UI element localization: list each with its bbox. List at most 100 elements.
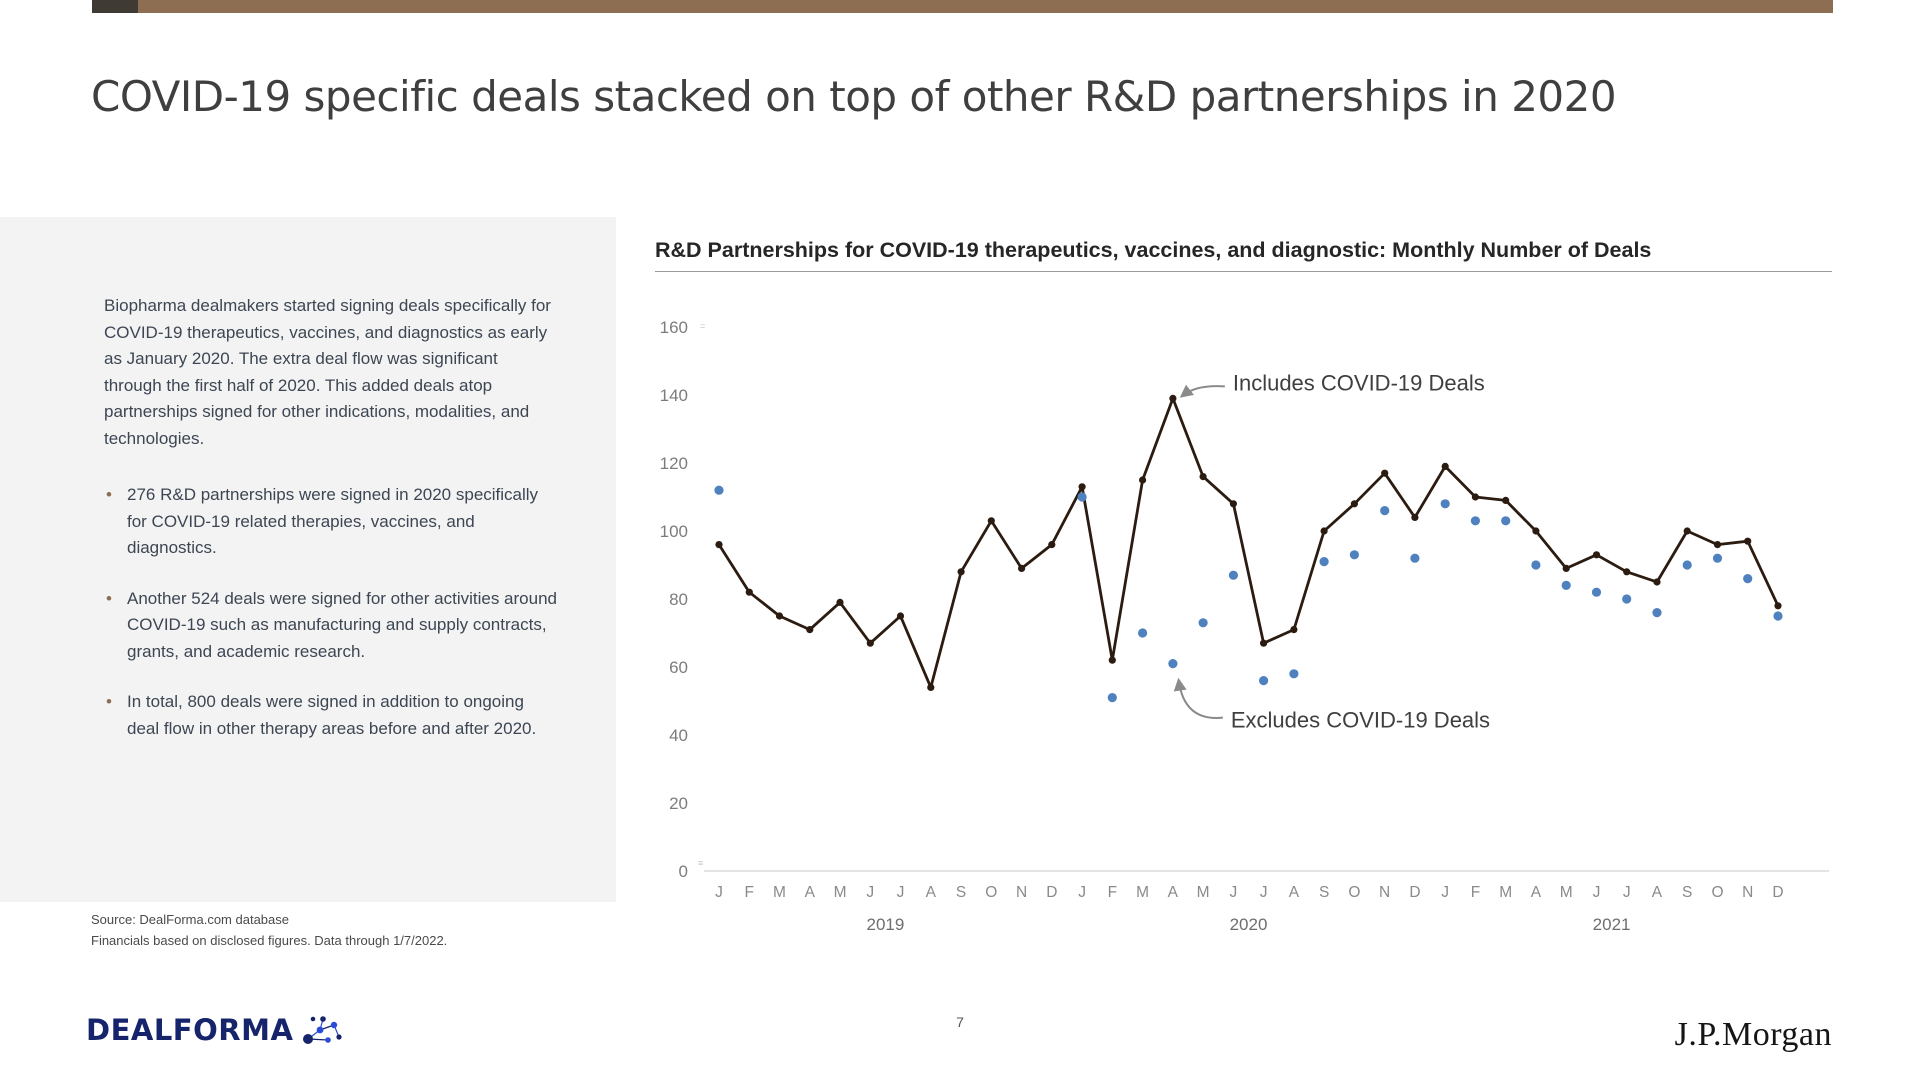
summary-bullet: In total, 800 deals were signed in addit… (104, 689, 560, 742)
excludes-covid-point (1107, 693, 1117, 703)
top-accent-bar-brown-segment (138, 0, 1833, 13)
includes-covid-point (1048, 541, 1056, 549)
includes-covid-point (1532, 527, 1540, 535)
x-axis-month-label: A (1168, 884, 1179, 901)
x-axis-month-label: M (834, 884, 847, 901)
top-accent-bar-dark-segment (92, 0, 138, 13)
excludes-covid-point (1501, 516, 1511, 526)
x-axis-month-label: M (1136, 884, 1149, 901)
includes-covid-point (866, 639, 874, 647)
excludes-covid-point (1319, 557, 1329, 567)
excludes-covid-point (1138, 628, 1148, 638)
x-axis-month-label: D (1772, 884, 1783, 901)
x-axis-month-label: D (1409, 884, 1420, 901)
x-axis-month-label: M (1499, 884, 1512, 901)
summary-bullet: Another 524 deals were signed for other … (104, 586, 560, 666)
x-axis-month-label: A (1289, 884, 1300, 901)
excludes-covid-point (1682, 560, 1692, 570)
excludes-covid-point (1652, 608, 1662, 618)
includes-covid-point (1290, 626, 1298, 634)
excludes-covid-point (1289, 669, 1299, 679)
excludes-annotation-label: Excludes COVID-19 Deals (1231, 708, 1490, 733)
includes-covid-point (1471, 493, 1479, 501)
includes-covid-point (1381, 469, 1389, 477)
excludes-covid-point (1410, 553, 1420, 563)
includes-covid-point (715, 541, 723, 549)
x-axis-month-label: S (956, 884, 966, 901)
x-axis-month-label: N (1742, 884, 1753, 901)
includes-covid-point (957, 568, 965, 576)
includes-covid-point (775, 612, 784, 620)
y-axis-tick-label: 100 (660, 522, 688, 541)
includes-covid-point (1078, 483, 1086, 491)
x-axis-month-label: S (1682, 884, 1692, 901)
includes-covid-point (1108, 656, 1116, 664)
includes-covid-point (1774, 602, 1782, 610)
dealforma-logo-icon (303, 1016, 343, 1044)
includes-covid-point (1713, 541, 1722, 549)
x-axis-month-label: J (1229, 884, 1237, 901)
includes-covid-point (987, 517, 995, 525)
includes-covid-point (1229, 500, 1237, 508)
includes-covid-point (1350, 500, 1358, 508)
x-axis-month-label: O (1348, 884, 1360, 901)
x-axis-month-label: J (1593, 884, 1601, 901)
x-axis-month-label: J (715, 884, 723, 901)
excludes-covid-point (1380, 506, 1390, 516)
includes-covid-point (1623, 568, 1631, 576)
excludes-covid-point (1561, 580, 1571, 591)
y-axis-tick-label: 40 (669, 726, 688, 745)
axis-artifact: ≡ (698, 858, 703, 868)
x-axis-month-label: M (773, 884, 786, 901)
includes-covid-point (1139, 476, 1147, 484)
summary-paragraph: Biopharma dealmakers started signing dea… (104, 296, 551, 448)
y-axis-tick-label: 60 (669, 658, 688, 677)
excludes-covid-point (1743, 574, 1753, 584)
excludes-covid-point (1198, 618, 1208, 628)
chart-title: R&D Partnerships for COVID-19 therapeuti… (655, 238, 1652, 262)
excludes-covid-point (1228, 570, 1238, 580)
includes-covid-point (1441, 462, 1449, 470)
excludes-covid-point (1077, 492, 1087, 502)
excludes-covid-point (1712, 553, 1723, 563)
includes-covid-point (806, 626, 814, 634)
includes-covid-point (836, 598, 844, 607)
x-axis-year-label: 2021 (1593, 915, 1631, 934)
x-axis-month-label: D (1046, 884, 1057, 901)
x-axis-month-label: O (985, 884, 997, 901)
source-line-1: Source: DealForma.com database (91, 912, 289, 927)
y-axis-tick-label: 140 (660, 386, 688, 405)
x-axis-month-label: F (1471, 884, 1480, 901)
y-axis-tick-label: 0 (679, 862, 688, 881)
summary-bullet-list: 276 R&D partnerships were signed in 2020… (104, 482, 560, 742)
excludes-covid-point (1470, 516, 1480, 526)
includes-covid-point (1502, 496, 1510, 504)
y-axis-tick-label: 160 (660, 318, 688, 337)
x-axis-year-label: 2020 (1230, 915, 1268, 934)
includes-covid-point (1320, 527, 1328, 535)
x-axis-month-label: F (1108, 884, 1117, 901)
y-axis-tick-label: 80 (669, 590, 688, 609)
x-axis-month-label: J (1441, 884, 1449, 901)
includes-covid-line (717, 397, 1780, 689)
jpmorgan-logo-text: J.P.Morgan (1674, 1016, 1832, 1053)
x-axis-month-label: J (1623, 884, 1631, 901)
includes-covid-point (1018, 564, 1026, 573)
x-axis-month-label: A (926, 884, 937, 901)
includes-covid-point (1169, 394, 1177, 402)
excludes-covid-point (1349, 550, 1359, 560)
includes-covid-point (1199, 473, 1207, 481)
excludes-covid-point (1440, 499, 1450, 509)
x-axis-month-label: N (1379, 884, 1390, 901)
y-axis-tick-label: 120 (660, 454, 688, 473)
summary-panel: Biopharma dealmakers started signing dea… (0, 217, 616, 902)
excludes-covid-point (1531, 560, 1541, 570)
excludes-covid-point (1591, 587, 1602, 597)
x-axis-month-label: F (745, 884, 754, 901)
x-axis-month-label: M (1560, 884, 1573, 901)
includes-covid-point (1744, 537, 1752, 545)
includes-covid-point (745, 588, 753, 596)
includes-covid-point (1260, 639, 1268, 647)
x-axis-month-label: S (1319, 884, 1329, 901)
excludes-covid-point (1622, 594, 1632, 604)
